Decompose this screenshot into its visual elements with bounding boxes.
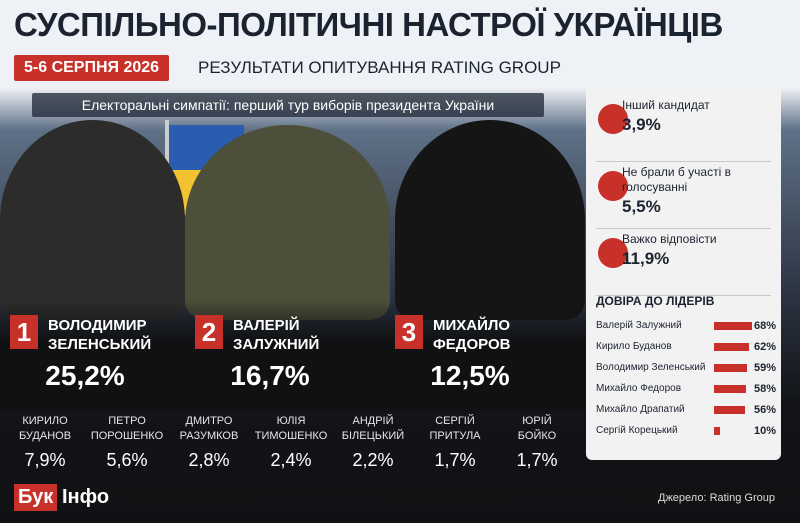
candidate-first-name: КИРИЛО — [22, 415, 68, 427]
separator — [596, 161, 771, 162]
candidate-result: 1,7% — [434, 450, 476, 470]
candidate-first-name: АНДРІЙ — [352, 415, 394, 427]
icon — [598, 238, 628, 268]
candidate-last-name: ТИМОШЕНКО — [254, 430, 328, 442]
photo-3 — [395, 120, 585, 320]
option-result: 5,5% — [622, 197, 661, 216]
option-result: 11,9% — [622, 249, 670, 268]
candidate-result: 1,7% — [516, 450, 558, 470]
trust-bar — [714, 385, 747, 393]
candidate-result: 7,9% — [24, 450, 66, 470]
trust-bar — [714, 322, 753, 330]
banner: Електоральні симпатії: перший тур виборі… — [32, 93, 544, 117]
candidate-result: 5,6% — [106, 450, 148, 470]
candidate-first-name: СЕРГІЙ — [435, 415, 475, 427]
candidate-last-name: БОЙКО — [517, 430, 557, 442]
option-label: Не брали б участі в голосуванні — [622, 165, 731, 194]
leader-last-name: ЗЕЛЕНСЬКИЙ — [48, 336, 152, 353]
leader-result: 16,7% — [230, 360, 310, 391]
candidate-last-name: БІЛЕЦЬКИЙ — [341, 430, 405, 442]
fade — [0, 300, 586, 410]
trust-name: Валерій Залужний — [596, 320, 682, 331]
trust-value: 59% — [754, 362, 777, 374]
trust-value: 58% — [754, 383, 777, 395]
title: СУСПІЛЬНО-ПОЛІТИЧНІ НАСТРОЇ УКРАЇНЦІВ — [14, 6, 723, 43]
option-label: Інший кандидат — [622, 98, 710, 112]
leader-first-name: МИХАЙЛО — [433, 317, 511, 334]
icon — [598, 104, 628, 134]
trust-name: Володимир Зеленський — [596, 362, 706, 373]
trust-bar — [714, 364, 748, 372]
trust-name: Михайло Драпатий — [596, 404, 685, 415]
trust-name: Михайло Федоров — [596, 383, 682, 394]
leader-first-name: ВОЛОДИМИР — [48, 317, 147, 334]
candidate-last-name: ПРИТУЛА — [429, 430, 481, 442]
trust-bar — [714, 406, 746, 414]
trust-value: 10% — [754, 425, 777, 437]
rank-badge: 1 — [10, 315, 38, 349]
photo-1 — [0, 120, 185, 320]
candidate-result: 2,8% — [188, 450, 230, 470]
trust-name: Сергій Корецький — [596, 425, 678, 436]
leader-last-name: ЗАЛУЖНИЙ — [233, 336, 320, 353]
source: Джерело: Rating Group — [658, 492, 775, 504]
rank-badge: 3 — [395, 315, 423, 349]
date-badge: 5-6 СЕРПНЯ 2026 — [14, 55, 170, 81]
leader-result: 25,2% — [45, 360, 125, 391]
candidate-last-name: РАЗУМКОВ — [179, 430, 239, 442]
candidate-last-name: БУДАНОВ — [18, 430, 72, 442]
candidate-last-name: ПОРОШЕНКО — [90, 430, 164, 442]
option-result: 3,9% — [622, 115, 661, 134]
candidate-result: 2,4% — [270, 450, 312, 470]
trust-value: 56% — [754, 404, 777, 416]
leader-last-name: ФЕДОРОВ — [433, 336, 511, 353]
subtitle: РЕЗУЛЬТАТИ ОПИТУВАННЯ RATING GROUP — [198, 58, 561, 77]
candidate-first-name: ПЕТРО — [108, 415, 146, 427]
separator — [596, 295, 771, 296]
candidate-first-name: ДМИТРО — [185, 415, 233, 427]
leader-first-name: ВАЛЕРІЙ — [233, 317, 300, 334]
logo: Інфо — [62, 486, 110, 508]
option-label: Важко відповісти — [622, 232, 717, 246]
candidate-first-name: ЮРІЙ — [522, 415, 552, 427]
candidate-first-name: ЮЛІЯ — [276, 415, 306, 427]
rank-badge: 2 — [195, 315, 223, 349]
trust-value: 62% — [754, 341, 777, 353]
icon — [598, 171, 628, 201]
logo: Бук — [14, 484, 58, 511]
trust-bar — [714, 427, 720, 435]
side-panel: Інший кандидат 3,9% Не брали б участі в го… — [586, 86, 781, 460]
trust-name: Кирило Буданов — [596, 341, 672, 352]
trust-bar — [714, 343, 749, 351]
trust-value: 68% — [754, 320, 777, 332]
trust-title: ДОВІРА ДО ЛІДЕРІВ — [596, 294, 715, 308]
leader-result: 12,5% — [430, 360, 510, 391]
photo-2 — [185, 125, 390, 320]
separator — [596, 228, 771, 229]
candidate-result: 2,2% — [352, 450, 394, 470]
